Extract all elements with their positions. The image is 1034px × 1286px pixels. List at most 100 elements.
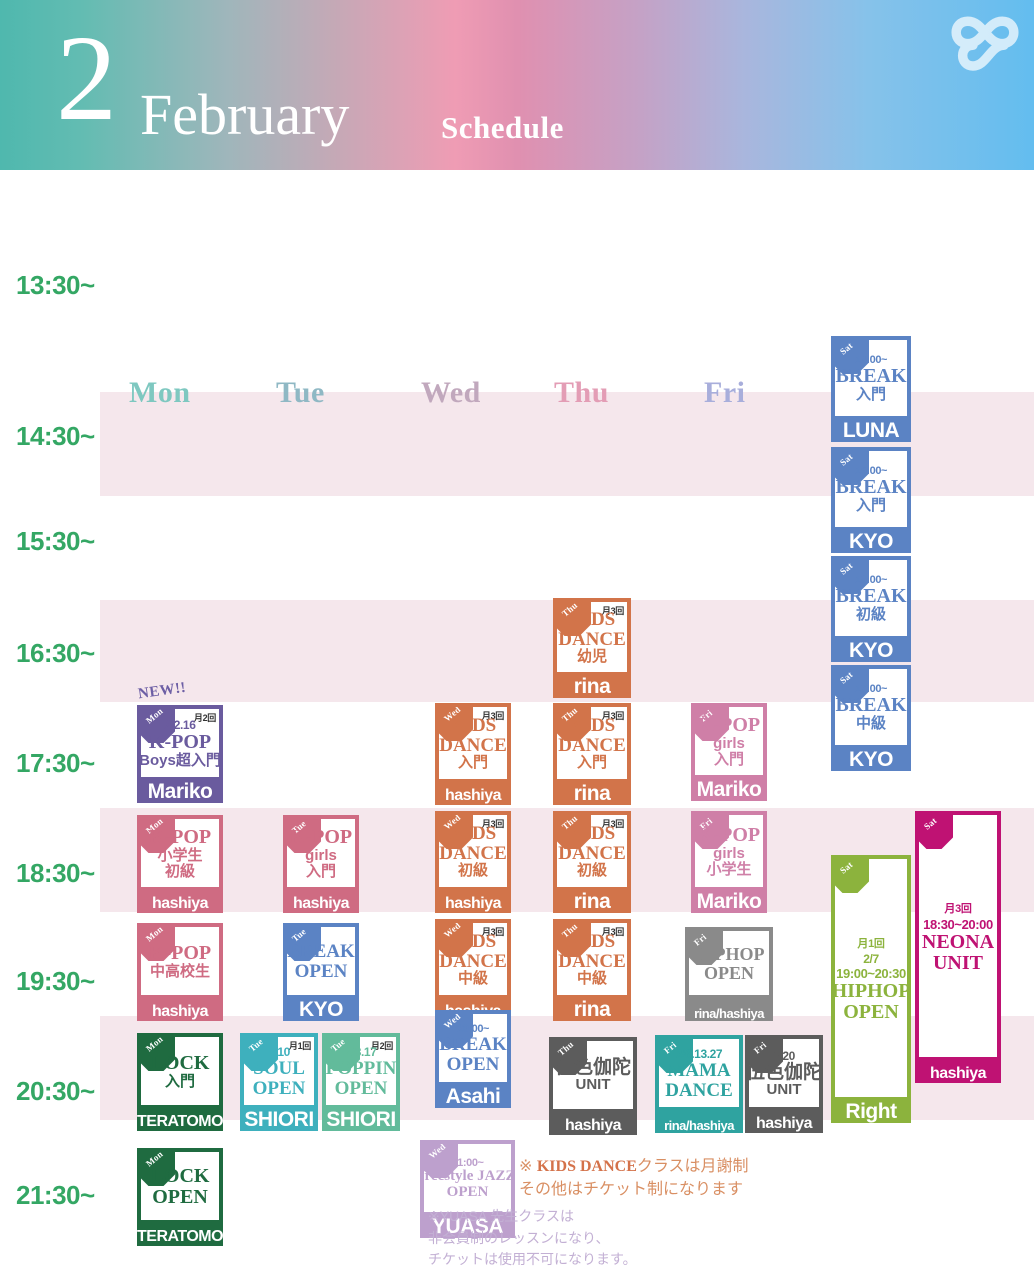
class-subtitle-line-0: 初級 <box>855 605 886 623</box>
class-card-thu-kids-chukyu[interactable]: Thu 月3回 KIDS DANCE 中級 rina <box>553 919 631 1021</box>
class-card-sat-break-shokyu[interactable]: Sat 16:00~ BREAK 初級 KYO <box>831 556 911 662</box>
frequency-label: 月1回 <box>857 937 885 950</box>
class-card-inner: Fri 2/6.13.27 MAMA DANCE <box>659 1039 739 1107</box>
class-card-content: 20:00~ BREAK OPEN <box>439 1014 507 1082</box>
class-subtitle-line-0: 中高校生 <box>149 962 210 980</box>
frequency-label: 月2回 <box>193 713 216 723</box>
class-dates: 2/7 <box>863 951 879 966</box>
class-card-inner: Mon K-POP 小学生 初級 <box>141 819 219 887</box>
class-card-wed-kids-chukyu[interactable]: Wed月3回KIDSDANCE中級hashiya <box>435 919 511 1021</box>
class-card-content: K-POP girls 入門 <box>287 819 355 887</box>
class-card-inner: Mon 月2回 2/2.16 K-POP Boys超入門 <box>141 709 219 777</box>
class-title-line-1: DANCE <box>439 950 507 972</box>
class-card-sat-neona-unit[interactable]: Sat 月3回 18:30~20:00 NEONA UNIT hashiya <box>915 811 1001 1083</box>
class-card-content: LOCK OPEN <box>141 1152 219 1220</box>
time-label-2130: 21:30~ <box>16 1180 95 1210</box>
class-card-sat-break-chukyu[interactable]: Sat 17:00~ BREAK 中級 KYO <box>831 665 911 771</box>
class-title-line-0: KIDS <box>568 714 616 736</box>
day-header-thu: Thu <box>554 376 609 409</box>
class-time-range: 21:00~ <box>451 1156 484 1169</box>
note-yuasa: ※YUASA 先生クラスは 非会員制のレッスンになり、 チケットは使用不可になり… <box>428 1206 637 1271</box>
class-title-line-0: KIDS <box>449 714 497 736</box>
class-time-range: 14:00~ <box>854 354 888 367</box>
class-card-content: 14:00~ BREAK 入門 <box>835 340 907 416</box>
class-card-inner: Fri 2/20 伍色伽陀 UNIT <box>749 1039 819 1107</box>
class-card-inner: Tue BREAK OPEN <box>287 927 355 995</box>
class-title-line-1: OPEN <box>703 962 754 983</box>
class-dates: 2/20 <box>773 1048 795 1063</box>
class-title-line-0: BREAK <box>835 365 907 388</box>
class-title-line-1: DANCE <box>558 842 626 864</box>
instructor-name: hashiya <box>151 1003 209 1020</box>
frequency-label: 月3回 <box>481 711 504 721</box>
time-label-1430: 14:30~ <box>16 421 95 451</box>
class-title-line-0: BREAK <box>287 940 355 962</box>
instructor-name: YUASA <box>431 1215 504 1238</box>
class-card-mon-kpop-chukosei[interactable]: Mon K-POP 中高校生 hashiya <box>137 923 223 1021</box>
class-card-mon-kpop-boys[interactable]: Mon 月2回 2/2.16 K-POP Boys超入門 Mariko <box>137 705 223 803</box>
class-title-line-0: HIPHOP <box>693 943 765 964</box>
class-subtitle-line-0: 入門 <box>457 754 488 772</box>
class-card-fri-goshiki-unit[interactable]: Fri 2/20 伍色伽陀 UNIT hashiya <box>745 1035 823 1133</box>
class-card-fri-hiphop-open[interactable]: Fri HIPHOP OPEN rina/hashiya <box>685 927 773 1021</box>
class-card-tue-break-open[interactable]: Tue BREAK OPEN KYO <box>283 923 359 1021</box>
class-card-thu-kids-youji[interactable]: Thu 月3回 KIDS DANCE 幼児 rina <box>553 598 631 698</box>
class-card-inner: Thu 伍色伽陀 UNIT <box>553 1041 633 1109</box>
class-card-inner: Wed 21:00~ freestyle JAZZ OPEN <box>424 1144 511 1212</box>
class-time-range: 18:30~20:00 <box>923 916 993 932</box>
class-card-thu-goshiki-unit[interactable]: Thu 伍色伽陀 UNIT hashiya <box>549 1037 637 1135</box>
instructor-name: hashiya <box>564 1117 622 1134</box>
instructor-name: TERATOMO <box>137 1113 223 1130</box>
class-card-fri-kpop-girls-nyumon[interactable]: Fri K-POP girls 入門 Mariko <box>691 703 767 801</box>
class-subtitle-line-0: 入門 <box>855 385 886 403</box>
class-card-inner: Sat 月1回 2/7 19:00~20:30 HIPHOP OPEN <box>835 859 907 1097</box>
class-card-wed-break-open[interactable]: Wed 20:00~ BREAK OPEN Asahi <box>435 1010 511 1108</box>
class-card-sat-hiphop-open[interactable]: Sat 月1回 2/7 19:00~20:30 HIPHOP OPEN Right <box>831 855 911 1123</box>
class-card-tue-kpop-girls[interactable]: Tue K-POP girls 入門 hashiya <box>283 815 359 913</box>
class-card-inner: Wed 月3回 KIDS DANCE 中級 <box>439 923 507 995</box>
class-card-thu-kids-shokyu[interactable]: Thu 月3回 KIDS DANCE 初級 rina <box>553 811 631 913</box>
header-month-name: February <box>140 82 350 147</box>
note-yuasa-line2: 非会員制のレッスンになり、 <box>428 1229 610 1246</box>
class-subtitle-line-1: 初級 <box>164 862 195 880</box>
class-title-line-1: DANCE <box>665 1079 733 1101</box>
frequency-label: 月3回 <box>601 606 624 616</box>
day-header-mon: Mon <box>129 376 191 409</box>
class-title-line-0: BREAK <box>835 476 907 499</box>
frequency-label: 月3回 <box>481 927 504 937</box>
class-title-line-0: KIDS <box>568 822 616 844</box>
class-card-tue-soul-open[interactable]: Tue 月1回 2/10 SOUL OPEN SHIORI <box>240 1033 318 1131</box>
class-subtitle-line-0: girls <box>713 735 745 752</box>
class-card-fri-mama-dance[interactable]: Fri 2/6.13.27 MAMA DANCE rina/hashiya <box>655 1035 743 1133</box>
class-card-content: 2/3.17 POPPIN OPEN <box>326 1037 396 1105</box>
class-card-thu-kids-nyumon[interactable]: Thu 月3回 KIDS DANCE 入門 rina <box>553 703 631 805</box>
class-card-mon-lock-nyumon[interactable]: Mon LOCK 入門 TERATOMO <box>137 1033 223 1131</box>
class-card-sat-break-nyumon-luna[interactable]: Sat 14:00~ BREAK 入門 LUNA <box>831 336 911 442</box>
class-card-inner: Mon LOCK 入門 <box>141 1037 219 1105</box>
time-label-1830: 18:30~ <box>16 858 95 888</box>
schedule-grid: MonTueWedThuFriSat 13:30~14:30~15:30~16:… <box>0 170 1034 1286</box>
class-card-content: 2/6.13.27 MAMA DANCE <box>659 1039 739 1107</box>
class-title-line-1: OPEN <box>446 1183 489 1200</box>
class-card-mon-kpop-shougakusei[interactable]: Mon K-POP 小学生 初級 hashiya <box>137 815 223 913</box>
class-card-inner: Thu 月3回 KIDS DANCE 初級 <box>557 815 627 887</box>
class-card-wed-jazz-open[interactable]: Wed 21:00~ freestyle JAZZ OPEN YUASA <box>420 1140 515 1238</box>
instructor-name: Mariko <box>147 780 213 803</box>
class-title-line-0: HIPHOP <box>835 979 907 1002</box>
class-card-fri-kpop-girls-shougakusei[interactable]: Fri K-POP girls 小学生 Mariko <box>691 811 767 913</box>
class-title-line-0: K-POP <box>148 731 212 754</box>
instructor-name: SHIORI <box>326 1108 396 1131</box>
class-dates: 2/3.17 <box>345 1044 377 1059</box>
class-card-content: KIDS DANCE 中級 <box>557 923 627 995</box>
class-card-mon-lock-open[interactable]: Mon LOCK OPEN TERATOMO <box>137 1148 223 1246</box>
class-title-line-0: BREAK <box>439 1033 507 1055</box>
class-subtitle-line-0: girls <box>305 847 337 864</box>
instructor-name: hashiya <box>151 895 209 912</box>
instructor-name: SHIORI <box>244 1108 314 1131</box>
class-card-tue-poppin-open[interactable]: Tue 月2回 2/3.17 POPPIN OPEN SHIORI <box>322 1033 400 1131</box>
class-card-wed-kids-nyumon[interactable]: Wed 月3回 KIDS DANCE 入門 hashiya <box>435 703 511 805</box>
class-card-sat-break-nyumon-kyo[interactable]: Sat 15:00~ BREAK 入門 KYO <box>831 447 911 553</box>
class-card-wed-kids-shokyu[interactable]: Wed 月3回 KIDS DANCE 初級 hashiya <box>435 811 511 913</box>
instructor-name: KYO <box>848 748 894 771</box>
time-label-1330: 13:30~ <box>16 270 95 300</box>
